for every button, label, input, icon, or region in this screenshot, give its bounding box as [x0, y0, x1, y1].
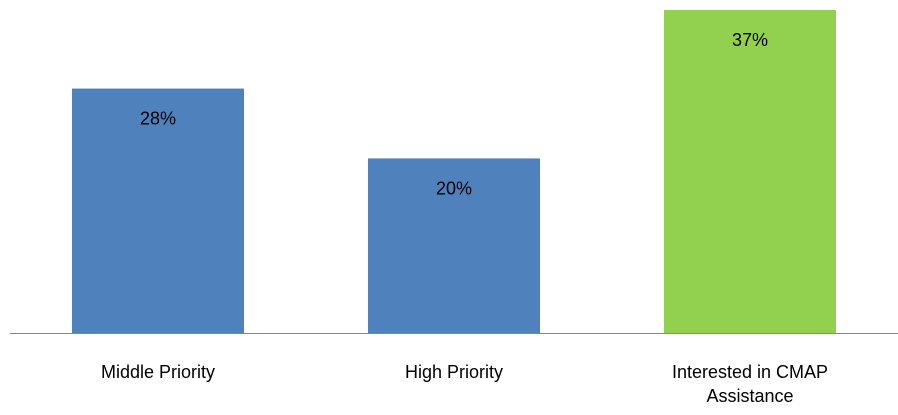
- category-label-interested-in-cmap-assistance: Interested in CMAP Assistance: [672, 362, 828, 406]
- bars-group: [72, 10, 836, 333]
- value-labels-group: 28% 20% 37%: [140, 30, 768, 198]
- bar-interested-in-cmap-assistance: [664, 10, 836, 333]
- value-label-middle-priority: 28%: [140, 109, 176, 129]
- category-labels-group: Middle Priority High Priority Interested i…: [101, 362, 828, 406]
- bar-middle-priority: [72, 88, 244, 333]
- value-label-interested-in-cmap-assistance: 37%: [732, 30, 768, 50]
- category-label-middle-priority: Middle Priority: [101, 362, 215, 382]
- bar-high-priority: [368, 158, 540, 333]
- value-label-high-priority: 20%: [436, 178, 472, 198]
- category-label-high-priority: High Priority: [405, 362, 503, 382]
